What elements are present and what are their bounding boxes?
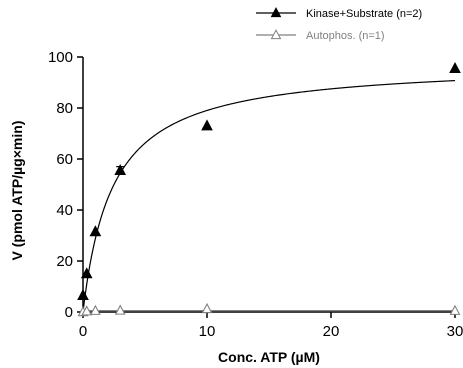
data-points xyxy=(77,62,461,317)
x-tick-label: 10 xyxy=(199,323,216,340)
autophos-point xyxy=(81,305,93,316)
x-axis-title: Conc. ATP (µM) xyxy=(218,349,320,365)
autophos-point xyxy=(449,304,461,315)
y-tick-label: 80 xyxy=(56,100,73,117)
x-tick-label: 0 xyxy=(79,323,87,340)
legend-label: Kinase+Substrate (n=2) xyxy=(306,8,422,20)
x-ticks: 0 10 20 30 xyxy=(79,312,463,340)
legend: Kinase+Substrate (n=2) Autophos. (n=1) xyxy=(256,7,422,42)
axes xyxy=(82,57,457,313)
x-tick-label: 20 xyxy=(323,323,340,340)
y-tick-label: 40 xyxy=(56,202,73,219)
autophos-point xyxy=(201,302,213,314)
fit-curve-kinase-substrate xyxy=(82,80,456,313)
autophos-point xyxy=(114,304,126,315)
kinase-substrate-point xyxy=(77,288,89,300)
kinase-substrate-point xyxy=(201,119,213,131)
kinase-substrate-point xyxy=(449,62,461,74)
legend-marker xyxy=(270,29,282,40)
x-tick-label: 30 xyxy=(447,323,463,340)
legend-marker xyxy=(270,7,282,18)
y-axis-title: V (pmol ATP/µg×min) xyxy=(9,121,25,261)
y-tick-label: 60 xyxy=(56,151,73,168)
kinase-substrate-point xyxy=(89,225,102,237)
y-tick-label: 0 xyxy=(65,304,73,321)
autophos-point xyxy=(89,304,101,315)
kinase-substrate-point xyxy=(80,267,93,279)
y-ticks: 0 20 40 60 80 100 xyxy=(48,49,83,321)
legend-label: Autophos. (n=1) xyxy=(306,30,385,42)
y-tick-label: 20 xyxy=(56,253,73,270)
y-tick-label: 100 xyxy=(48,49,73,66)
kinase-substrate-point xyxy=(114,164,127,176)
fit-curves xyxy=(82,80,456,313)
